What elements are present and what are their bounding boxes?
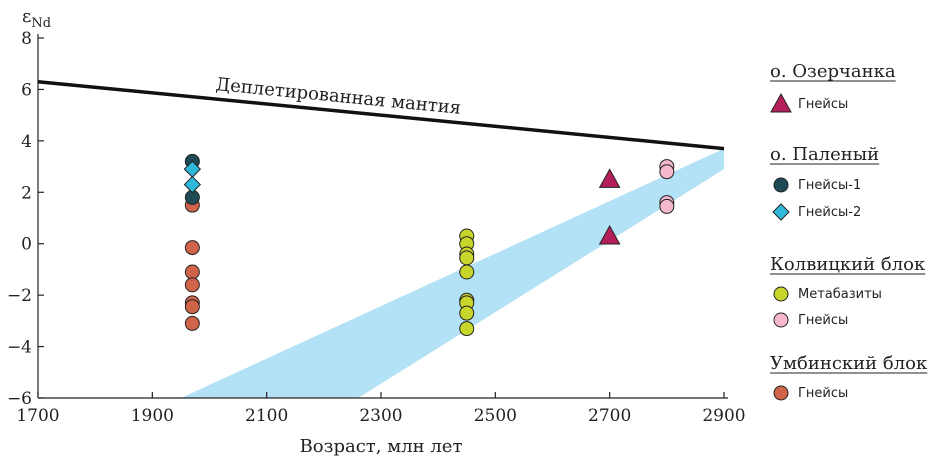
- data-point: [184, 240, 200, 256]
- data-point: [459, 305, 475, 321]
- legend-item-label: Гнейсы: [798, 97, 848, 112]
- data-point: [459, 321, 475, 337]
- x-tick-label: 1700: [16, 406, 59, 426]
- data-point: [183, 175, 202, 194]
- data-point: [459, 264, 475, 280]
- x-tick-label: 2300: [359, 406, 402, 426]
- x-tick-label: 2900: [702, 406, 745, 426]
- legend-heading: Колвицкий блок: [770, 254, 926, 275]
- data-point: [598, 168, 621, 188]
- depleted-mantle-line: [37, 79, 725, 151]
- x-tick-label: 1900: [131, 406, 174, 426]
- legend-marker: [772, 203, 790, 221]
- data-point: [184, 315, 200, 331]
- data-point: [459, 250, 475, 266]
- data-point: [659, 164, 675, 180]
- y-axis-title: εNd: [22, 6, 51, 31]
- x-tick-label: 2500: [474, 406, 517, 426]
- data-point: [659, 198, 675, 214]
- legend-heading: о. Озерчанка: [770, 61, 896, 82]
- legend-heading: Умбинский блок: [770, 353, 928, 374]
- data-point: [184, 277, 200, 293]
- y-tick-label: −4: [7, 338, 32, 358]
- x-axis-title: Возраст, млн лет: [300, 436, 463, 457]
- model-band: [180, 148, 724, 398]
- legend-marker: [773, 177, 789, 193]
- legend-marker: [773, 312, 789, 328]
- data-point: [184, 264, 200, 280]
- legend-item-label: Гнейсы: [798, 313, 848, 328]
- legend-marker: [770, 92, 792, 113]
- legend-item-label: Метабазиты: [798, 287, 882, 302]
- y-tick-label: −6: [7, 389, 32, 409]
- data-point: [184, 299, 200, 315]
- legend-item-label: Гнейсы: [798, 386, 848, 401]
- legend-item-label: Гнейсы-1: [798, 178, 861, 193]
- y-tick-label: 4: [21, 132, 32, 152]
- y-tick-label: 2: [21, 183, 32, 203]
- legend-item-label: Гнейсы-2: [798, 205, 861, 220]
- x-tick-label: 2700: [588, 406, 631, 426]
- y-tick-label: 8: [21, 29, 32, 49]
- x-tick-label: 2100: [245, 406, 288, 426]
- y-tick-label: 0: [21, 235, 32, 255]
- legend-marker: [773, 385, 789, 401]
- legend-marker: [773, 286, 789, 302]
- data-point: [598, 224, 621, 245]
- y-tick-label: −2: [7, 286, 32, 306]
- legend-heading: о. Паленый: [770, 144, 879, 165]
- y-tick-label: 6: [21, 80, 32, 100]
